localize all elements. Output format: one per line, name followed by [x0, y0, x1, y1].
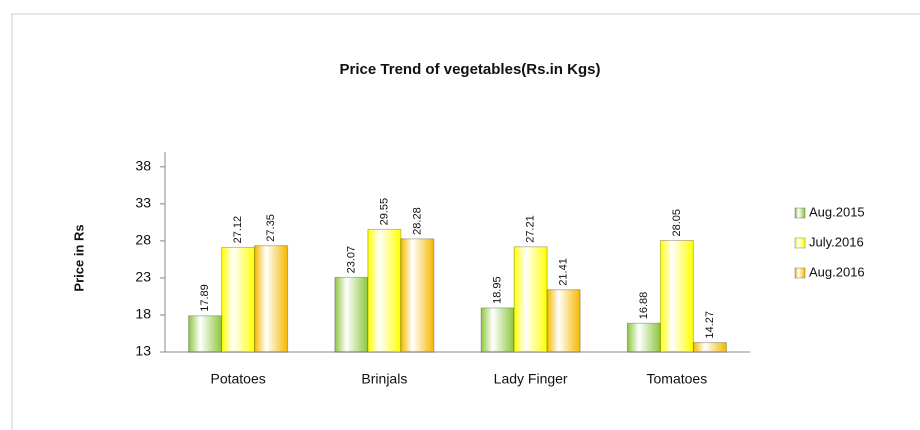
data-label: 29.55 [378, 198, 390, 226]
data-label: 28.05 [671, 209, 683, 237]
x-tick-label: Potatoes [210, 371, 265, 387]
legend-label: July.2016 [809, 234, 864, 249]
bar [221, 246, 256, 353]
y-tick-label: 18 [135, 306, 151, 322]
y-tick-label: 38 [135, 158, 151, 174]
data-label: 27.21 [525, 215, 537, 243]
chart-title: Price Trend of vegetables(Rs.in Kgs) [340, 61, 601, 78]
bar [626, 322, 661, 353]
legend-swatch [794, 207, 806, 219]
y-tick-label: 28 [135, 232, 151, 248]
legend-label: Aug.2015 [809, 204, 865, 219]
legend-swatch [794, 267, 806, 279]
x-tick-label: Lady Finger [494, 371, 568, 387]
bar [400, 238, 435, 353]
bar [513, 246, 548, 353]
x-tick-label: Brinjals [361, 371, 407, 387]
data-label: 14.27 [704, 311, 716, 339]
data-label: 27.12 [232, 216, 244, 244]
bar [546, 289, 581, 353]
bar [188, 315, 223, 353]
data-label: 28.28 [411, 207, 423, 235]
data-label: 17.89 [199, 284, 211, 312]
bar [659, 240, 694, 353]
data-label: 23.07 [345, 246, 357, 274]
data-label: 16.88 [638, 292, 650, 320]
bar [480, 307, 515, 353]
legend-swatch [794, 237, 806, 249]
y-tick-label: 23 [135, 269, 151, 285]
bar [254, 245, 289, 353]
y-axis-label: Price in Rs [71, 224, 86, 291]
bar [334, 276, 369, 353]
y-tick-label: 13 [135, 343, 151, 359]
y-tick-label: 33 [135, 195, 151, 211]
bar [367, 228, 402, 353]
bar [692, 342, 727, 353]
x-tick-label: Tomatoes [647, 371, 708, 387]
data-label: 18.95 [492, 276, 504, 304]
frame [11, 13, 920, 430]
legend-label: Aug.2016 [809, 264, 865, 279]
data-label: 27.35 [265, 214, 277, 242]
data-label: 21.41 [558, 258, 570, 286]
